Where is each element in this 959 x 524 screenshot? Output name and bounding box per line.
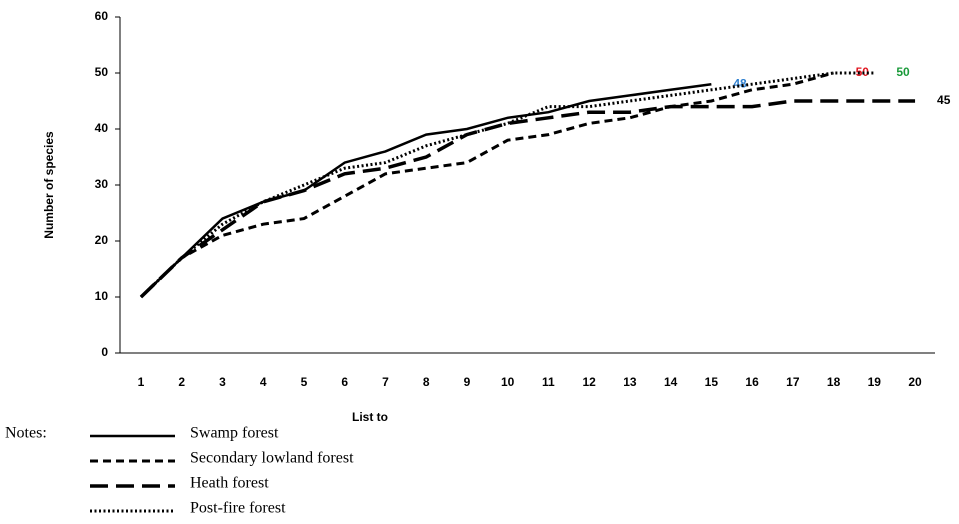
x-tick-label: 14: [664, 375, 678, 389]
x-tick-label: 12: [582, 375, 596, 389]
x-tick-label: 1: [138, 375, 145, 389]
x-tick-label: 20: [908, 375, 922, 389]
x-tick-label: 6: [341, 375, 348, 389]
legend-label: Secondary lowland forest: [190, 450, 354, 467]
end-label: 48: [733, 76, 747, 90]
x-tick-label: 15: [705, 375, 719, 389]
series-line: [139, 71, 875, 299]
x-tick-label: 7: [382, 375, 389, 389]
y-tick-label: 40: [95, 121, 109, 135]
x-tick-label: 9: [464, 375, 471, 389]
series-line: [140, 82, 712, 298]
x-tick-label: 3: [219, 375, 226, 389]
y-tick-label: 60: [95, 9, 109, 23]
legend-title: Notes:: [5, 425, 47, 442]
x-tick-label: 19: [868, 375, 882, 389]
legend-label: Post-fire forest: [190, 500, 286, 517]
y-tick-label: 10: [95, 289, 109, 303]
y-tick-label: 0: [101, 345, 108, 359]
end-label: 50: [896, 65, 910, 79]
y-tick-label: 20: [95, 233, 109, 247]
x-tick-label: 2: [178, 375, 185, 389]
x-tick-label: 4: [260, 375, 267, 389]
y-tick-label: 30: [95, 177, 109, 191]
legend-label: Heath forest: [190, 475, 269, 492]
y-tick-label: 50: [95, 65, 109, 79]
x-tick-label: 5: [301, 375, 308, 389]
x-tick-label: 11: [542, 375, 555, 389]
x-tick-label: 10: [501, 375, 515, 389]
end-label: 45: [937, 93, 951, 107]
x-tick-label: 16: [745, 375, 759, 389]
x-axis-label: List to: [352, 410, 388, 424]
series-line: [139, 71, 834, 299]
y-axis-label: Number of species: [42, 131, 56, 239]
series-line: [139, 99, 916, 299]
x-tick-label: 18: [827, 375, 841, 389]
x-tick-label: 17: [786, 375, 800, 389]
legend-label: Swamp forest: [190, 425, 279, 442]
x-tick-label: 8: [423, 375, 430, 389]
x-tick-label: 13: [623, 375, 637, 389]
